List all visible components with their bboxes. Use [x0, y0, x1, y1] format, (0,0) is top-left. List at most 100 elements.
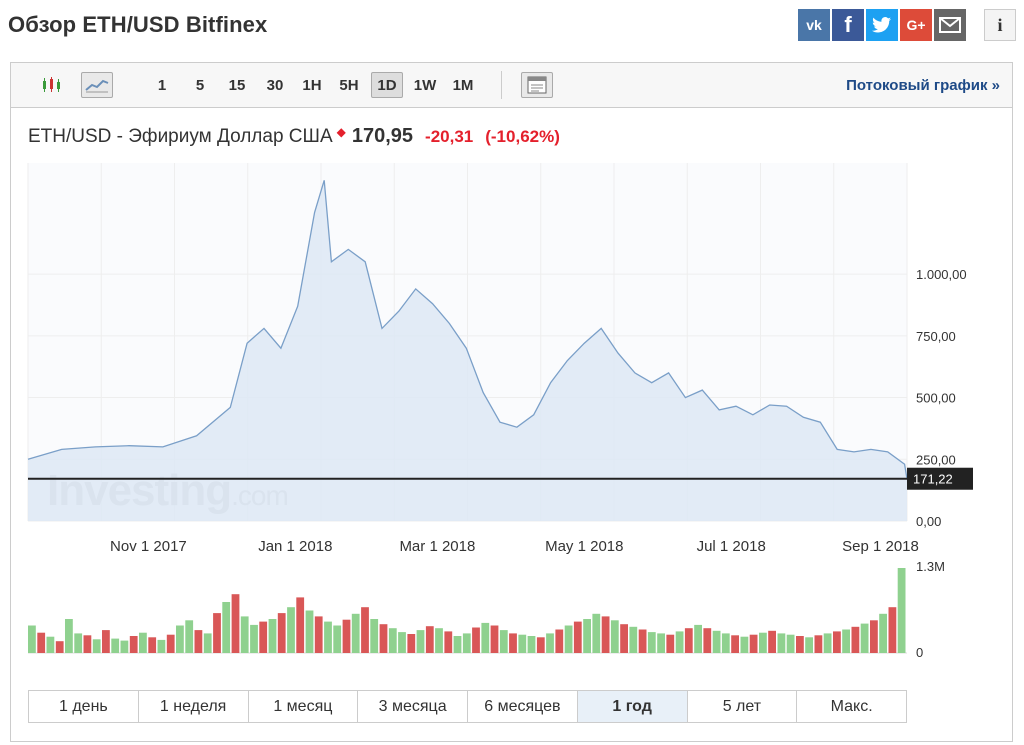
- volume-bar: [92, 639, 101, 653]
- x-tick-label: Sep 1 2018: [842, 538, 919, 555]
- volume-bar: [703, 628, 712, 653]
- chart-widget: 1 5 15 30 1H 5H 1D 1W 1M Потоковый графи…: [10, 62, 1013, 742]
- google-plus-icon[interactable]: G+: [900, 9, 932, 41]
- range-max[interactable]: Макс.: [797, 691, 906, 722]
- volume-bar: [805, 637, 813, 653]
- volume-bar: [518, 634, 527, 653]
- social-share-bar: vk f G+ i: [798, 9, 1016, 41]
- volume-bar: [814, 635, 823, 653]
- volume-bar: [684, 628, 693, 653]
- volume-bar: [694, 624, 702, 653]
- volume-bar: [527, 636, 536, 653]
- volume-bar: [870, 620, 878, 653]
- volume-bar: [601, 616, 610, 653]
- interval-1h[interactable]: 1H: [302, 76, 322, 94]
- y-tick-label: 250,00: [916, 452, 956, 467]
- range-3-months[interactable]: 3 месяца: [358, 691, 468, 722]
- volume-bar: [555, 629, 564, 653]
- volume-bar: [888, 607, 897, 653]
- volume-bar: [333, 625, 342, 653]
- volume-bar: [592, 613, 601, 653]
- last-price-tag: [907, 467, 973, 490]
- x-tick-label: May 1 2018: [545, 538, 623, 555]
- volume-bar: [472, 627, 480, 653]
- interval-1m[interactable]: 1M: [452, 76, 474, 94]
- range-5-years[interactable]: 5 лет: [687, 691, 798, 722]
- twitter-icon[interactable]: [866, 9, 898, 41]
- mail-icon[interactable]: [934, 9, 966, 41]
- range-6-months[interactable]: 6 месяцев: [468, 691, 578, 722]
- volume-bar: [777, 633, 786, 653]
- x-tick-label: Jul 1 2018: [697, 538, 766, 555]
- volume-bar: [833, 631, 841, 653]
- volume-bar: [721, 633, 730, 653]
- volume-bar: [509, 633, 517, 653]
- volume-bar: [629, 626, 638, 653]
- range-1-month[interactable]: 1 месяц: [248, 691, 359, 722]
- volume-bar: [194, 630, 203, 653]
- volume-bar: [666, 634, 675, 653]
- range-1-week[interactable]: 1 неделя: [138, 691, 249, 722]
- volume-bar: [157, 639, 166, 653]
- volume-bar: [102, 630, 110, 653]
- volume-bar: [749, 634, 758, 653]
- volume-bar: [851, 626, 860, 653]
- volume-bar: [546, 633, 554, 653]
- volume-bar: [416, 630, 425, 653]
- toolbar-divider: [501, 71, 502, 99]
- x-tick-label: Jan 1 2018: [258, 538, 332, 555]
- interval-15[interactable]: 15: [228, 76, 246, 94]
- price-line: [27, 180, 908, 480]
- range-1-day[interactable]: 1 день: [29, 691, 139, 722]
- info-icon[interactable]: i: [984, 9, 1016, 41]
- volume-bar: [481, 622, 490, 653]
- volume-bar: [842, 629, 850, 653]
- volume-bar: [268, 619, 277, 653]
- volume-bar: [620, 624, 628, 653]
- volume-bar: [462, 633, 471, 653]
- vk-icon[interactable]: vk: [798, 9, 830, 41]
- volume-bar: [638, 629, 647, 653]
- price-chart[interactable]: 0,00 250,00 500,00 750,00 1.000,00 Nov 1 2017…: [11, 63, 1012, 683]
- volume-bar: [860, 623, 869, 653]
- volume-bar: [731, 635, 739, 653]
- volume-bar: [407, 634, 416, 653]
- volume-bar: [351, 613, 360, 653]
- volume-bar: [573, 621, 582, 653]
- price-change: -20,31: [425, 127, 474, 146]
- page-title: Обзор ETH/USD Bitfinex: [8, 12, 268, 37]
- interval-1w[interactable]: 1W: [413, 76, 437, 94]
- volume-bar: [314, 616, 323, 653]
- volume-bar: [296, 597, 305, 653]
- volume-bar: [388, 628, 397, 653]
- last-price-label: 171,22: [913, 472, 953, 487]
- line-chart-icon[interactable]: [81, 72, 113, 98]
- volume-bar: [499, 630, 508, 653]
- volume-bar: [277, 613, 286, 653]
- interval-1[interactable]: 1: [157, 76, 167, 94]
- facebook-icon[interactable]: f: [832, 9, 864, 41]
- volume-bar: [203, 633, 212, 653]
- streaming-chart-link[interactable]: Потоковый график »: [846, 77, 1000, 94]
- range-1-year[interactable]: 1 год: [577, 691, 688, 722]
- interval-1d[interactable]: 1D: [371, 72, 403, 98]
- chart-toolbar: 1 5 15 30 1H 5H 1D 1W 1M Потоковый графи…: [11, 63, 1012, 108]
- volume-bar: [305, 610, 314, 653]
- volume-bar: [83, 635, 92, 653]
- y-tick-label: 0,00: [916, 514, 941, 529]
- volume-bar: [490, 625, 499, 653]
- interval-5[interactable]: 5: [195, 76, 205, 94]
- volume-bar: [425, 626, 434, 653]
- volume-bar: [398, 632, 406, 653]
- y-tick-label: 750,00: [916, 329, 956, 344]
- volume-bar: [786, 634, 795, 653]
- volume-bar: [796, 636, 804, 653]
- volume-bar: [28, 625, 36, 653]
- chart-settings-icon[interactable]: [521, 72, 553, 98]
- interval-30[interactable]: 30: [266, 76, 284, 94]
- volume-bar: [324, 621, 332, 653]
- candlestick-icon[interactable]: [37, 72, 67, 98]
- interval-5h[interactable]: 5H: [339, 76, 359, 94]
- x-tick-label: Mar 1 2018: [399, 538, 475, 555]
